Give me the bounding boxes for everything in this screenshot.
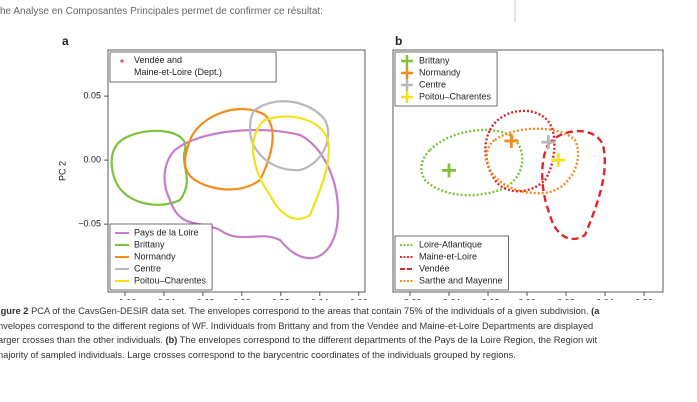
header-text: he Analyse en Composantes Principales pe… (0, 6, 323, 17)
legend-label: Poitou–Charentes (134, 275, 207, 285)
panel-label: b (395, 34, 402, 48)
legend-label: Brittany (134, 239, 165, 249)
envelope (110, 129, 188, 206)
x-tick-label: −0.02 (477, 297, 500, 300)
x-tick-label: −0.06 (399, 297, 422, 300)
x-tick-label: 0.00 (233, 297, 251, 300)
x-tick-label: −0.04 (438, 297, 461, 300)
caption-text: PCA of the CavsGen-DESIR data set. The e… (28, 306, 592, 316)
caption-text: (b) (165, 335, 178, 345)
x-tick-label: 0.06 (350, 297, 368, 300)
cross-marker (551, 153, 566, 168)
envelope (485, 127, 580, 195)
legend-label: Normandy (134, 251, 176, 261)
caption-line: najority of sampled individuals. Large c… (0, 350, 516, 360)
figure: a −0.06 −0.04 −0.02 0.00 0.02 0.04 0.06 −0.05 0.0… (57, 0, 664, 300)
legend: Loire-Atlantique Maine-et-Loire Vendée Sart… (394, 235, 509, 291)
legend-label: Pays de la Loire (134, 227, 199, 237)
envelope (163, 128, 340, 260)
legend-box (394, 235, 509, 291)
x-tick-label: 0.04 (596, 297, 614, 300)
y-tick-label: 0.05 (83, 90, 101, 100)
cross-marker (504, 133, 519, 148)
caption-text: igure 2 (0, 306, 29, 316)
legend-label: Vendée and Maine-et-Loire (Dept.) (134, 55, 222, 77)
legend: Pays de la Loire Brittany Normandy Centre Po… (109, 223, 213, 291)
legend-label-line: Vendée and (134, 55, 182, 65)
legend-label: Poitou–Charentes (419, 91, 492, 101)
plot-frame (107, 49, 366, 293)
legend-label: Loire-Atlantique (419, 239, 482, 249)
legend-label: Sarthe and Mayenne (419, 275, 503, 285)
panel-label: a (62, 34, 69, 48)
cross-marker (401, 67, 413, 79)
envelopes-a (110, 100, 340, 260)
legend-label: Normandy (419, 67, 461, 77)
caption-text: najority of sampled individuals. Large c… (0, 349, 516, 360)
legend-label: Vendée (419, 263, 450, 273)
envelopes-b (420, 109, 606, 241)
caption-text: nvelopes correspond to the different reg… (0, 320, 594, 331)
plot-frame (392, 49, 664, 293)
legend: Brittany Normandy Centre Poitou–Charentes (394, 51, 498, 107)
caption-line: arger crosses than the other individuals… (0, 335, 597, 345)
legend: Vendée and Maine-et-Loire (Dept.) (109, 51, 277, 83)
legend-label: Centre (419, 79, 446, 89)
x-tick-label: −0.06 (114, 297, 137, 300)
cross-marker (401, 55, 413, 67)
legend-label-line: Maine-et-Loire (Dept.) (134, 67, 222, 77)
y-tick-label: 0.00 (83, 154, 101, 164)
envelope (420, 128, 524, 197)
cross-marker (401, 79, 413, 91)
x-tick-label: 0.04 (311, 297, 329, 300)
cross-marker (401, 91, 413, 103)
caption-text: The envelopes correspond to the differen… (177, 335, 598, 345)
x-tick-label: 0.00 (518, 297, 536, 300)
legend-box (109, 51, 277, 83)
x-tick-label: −0.04 (153, 297, 176, 300)
caption-text: arger crosses than the other individuals… (0, 335, 166, 345)
caption-line: igure 2 PCA of the CavsGen-DESIR data se… (0, 306, 599, 316)
envelope (484, 109, 556, 193)
x-tick-label: 0.02 (272, 297, 290, 300)
cross-marker (120, 59, 124, 63)
x-tick-label: 0.02 (557, 297, 575, 300)
cross-marker (441, 163, 456, 178)
envelope (541, 129, 606, 241)
caption-text: (a (591, 306, 600, 316)
legend-label: Maine-et-Loire (419, 251, 477, 261)
envelope (248, 100, 330, 172)
x-tick-label: 0.06 (635, 297, 653, 300)
y-tick-label: −0.05 (78, 219, 101, 229)
cross-marker (541, 135, 556, 150)
envelope (252, 115, 330, 221)
legend-label: Brittany (419, 55, 450, 65)
caption-line: nvelopes correspond to the different reg… (0, 321, 593, 331)
legend-label: Centre (134, 263, 161, 273)
y-axis-label: PC 2 (57, 161, 67, 181)
x-tick-label: −0.02 (191, 297, 214, 300)
